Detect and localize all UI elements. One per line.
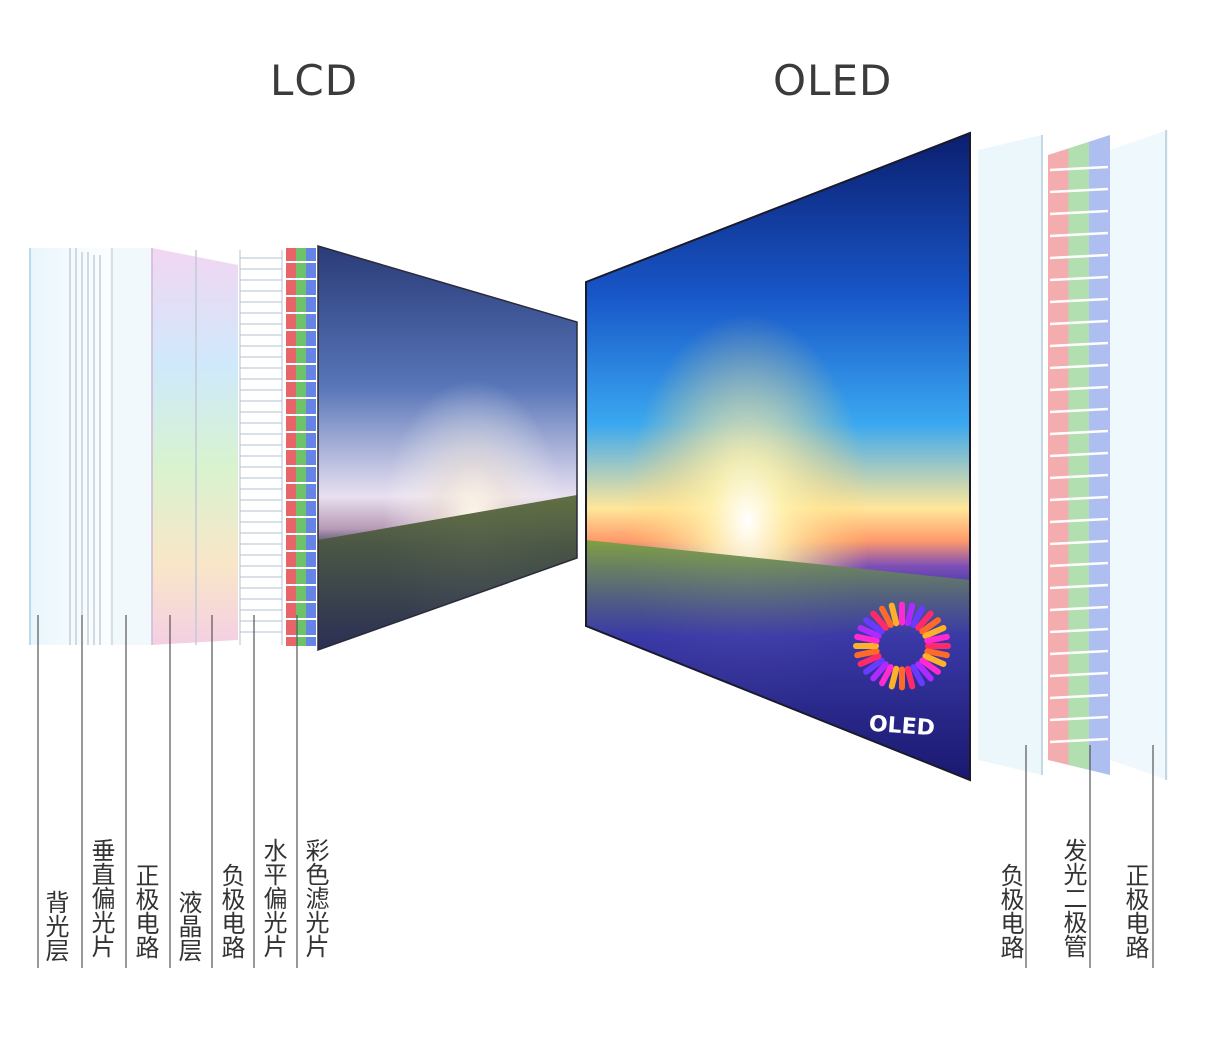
- label-oled-negative-electrode: 负极电路: [996, 863, 1024, 959]
- lcd-liquid-crystal-layer: [152, 248, 238, 645]
- oled-layer-stack: [978, 130, 1168, 780]
- label-positive-electrode: 正极电路: [131, 863, 159, 959]
- lcd-title: LCD: [270, 56, 359, 105]
- lcd-horizontal-polarizer: [239, 250, 283, 645]
- lcd-vertical-polarizer: [69, 248, 101, 645]
- label-liquid-crystal: 液晶层: [174, 890, 202, 962]
- label-horizontal-polarizer: 水平偏光片: [259, 838, 287, 958]
- oled-logo-icon: [853, 601, 951, 691]
- oled-logo-text: OLED: [868, 712, 936, 742]
- label-backlight: 背光层: [41, 890, 69, 962]
- oled-screen: OLED: [585, 131, 971, 782]
- oled-title: OLED: [773, 56, 893, 105]
- label-oled-diodes: 发光二极管: [1059, 838, 1087, 958]
- leader-lines: [37, 615, 1154, 968]
- label-oled-positive-electrode: 正极电路: [1121, 863, 1149, 959]
- lcd-positive-electrode-layer: [110, 248, 152, 645]
- label-vertical-polarizer: 垂直偏光片: [87, 838, 115, 958]
- label-negative-electrode: 负极电路: [217, 863, 245, 959]
- lcd-screen: [317, 244, 578, 652]
- lcd-layer-stack: [29, 248, 316, 646]
- label-color-filter: 彩色滤光片: [301, 838, 329, 958]
- lcd-color-filter: [286, 248, 316, 646]
